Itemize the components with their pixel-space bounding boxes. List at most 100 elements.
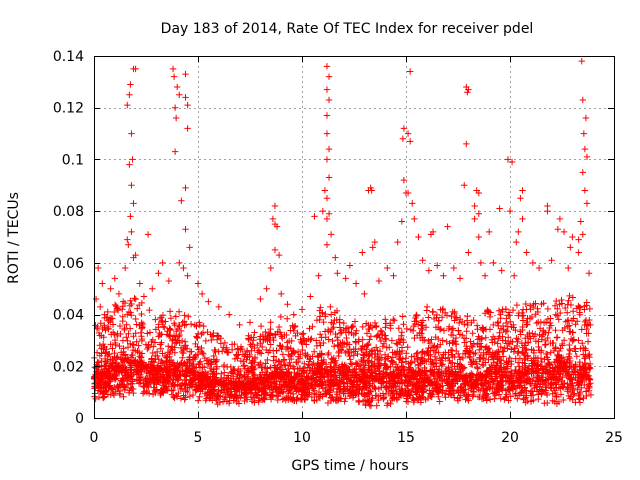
data-point xyxy=(409,327,417,334)
data-point xyxy=(541,341,549,349)
data-point xyxy=(263,285,270,292)
data-point xyxy=(383,344,390,351)
data-point xyxy=(489,377,497,385)
data-point xyxy=(394,238,401,246)
data-point xyxy=(377,337,385,345)
data-point xyxy=(153,374,160,382)
data-point xyxy=(546,324,553,332)
data-point xyxy=(157,345,165,352)
data-point xyxy=(544,334,551,342)
data-point xyxy=(178,359,185,366)
data-point xyxy=(300,367,308,374)
data-point xyxy=(328,311,335,318)
data-point xyxy=(406,138,414,145)
data-point xyxy=(300,376,308,384)
data-point xyxy=(471,215,478,223)
data-point xyxy=(184,272,191,279)
data-point xyxy=(298,306,306,313)
data-point xyxy=(313,337,320,344)
data-point xyxy=(359,249,366,256)
data-point xyxy=(334,336,342,344)
data-point xyxy=(576,309,583,316)
data-point xyxy=(573,305,581,312)
data-point xyxy=(459,354,467,362)
data-point xyxy=(318,365,325,372)
data-point xyxy=(448,392,455,399)
data-point xyxy=(497,325,505,332)
data-point xyxy=(179,368,187,375)
data-point xyxy=(218,347,226,355)
data-point xyxy=(288,377,295,384)
data-point xyxy=(137,359,145,366)
data-point xyxy=(291,322,299,330)
data-point xyxy=(530,374,537,382)
data-point xyxy=(343,348,351,355)
data-point xyxy=(414,362,422,369)
data-point xyxy=(92,375,99,382)
data-point xyxy=(576,304,584,311)
data-point xyxy=(562,304,569,312)
data-point xyxy=(480,361,487,369)
data-point xyxy=(250,377,258,385)
data-point xyxy=(367,333,374,340)
data-point xyxy=(178,197,185,204)
data-point xyxy=(124,381,132,388)
data-point xyxy=(311,379,318,387)
data-point xyxy=(349,323,356,331)
data-point xyxy=(102,380,109,388)
data-point xyxy=(397,335,405,343)
data-point xyxy=(571,390,578,397)
x-tick-label: 20 xyxy=(501,430,519,446)
data-point xyxy=(337,386,344,393)
data-point xyxy=(486,313,494,321)
data-point xyxy=(203,375,211,382)
data-point xyxy=(254,361,262,369)
data-point xyxy=(302,386,309,393)
data-point xyxy=(418,322,426,329)
data-point xyxy=(94,364,101,371)
data-point xyxy=(505,387,512,394)
data-point xyxy=(119,351,127,358)
data-point xyxy=(450,337,457,345)
data-point xyxy=(511,345,519,352)
data-point xyxy=(165,277,173,285)
data-point xyxy=(388,376,395,383)
data-point xyxy=(575,236,582,243)
data-point xyxy=(428,393,435,401)
data-point xyxy=(568,363,575,370)
data-point xyxy=(184,125,191,132)
data-point xyxy=(440,272,447,279)
data-point xyxy=(126,387,133,394)
data-point xyxy=(496,205,503,212)
data-point xyxy=(199,379,207,386)
data-point xyxy=(513,301,521,309)
data-point xyxy=(441,390,449,397)
data-point xyxy=(399,313,406,320)
data-point xyxy=(583,200,591,207)
data-point xyxy=(166,308,174,315)
data-point xyxy=(127,81,134,88)
data-point xyxy=(234,368,242,376)
data-point xyxy=(100,334,107,341)
data-point xyxy=(536,375,543,383)
data-point xyxy=(191,355,199,363)
data-point xyxy=(129,385,137,393)
data-point xyxy=(582,366,589,373)
data-point xyxy=(359,386,366,394)
data-point xyxy=(247,341,254,349)
data-point xyxy=(233,352,241,359)
data-point xyxy=(293,397,300,405)
data-point xyxy=(428,368,435,376)
data-point xyxy=(164,378,171,385)
data-point xyxy=(189,380,196,388)
data-point xyxy=(316,331,324,338)
data-point xyxy=(406,380,414,387)
data-point xyxy=(435,388,443,395)
data-point xyxy=(565,297,572,304)
data-point xyxy=(446,372,453,380)
data-point xyxy=(131,295,138,302)
data-point xyxy=(337,340,344,348)
data-point xyxy=(102,327,109,334)
data-point xyxy=(116,342,123,350)
